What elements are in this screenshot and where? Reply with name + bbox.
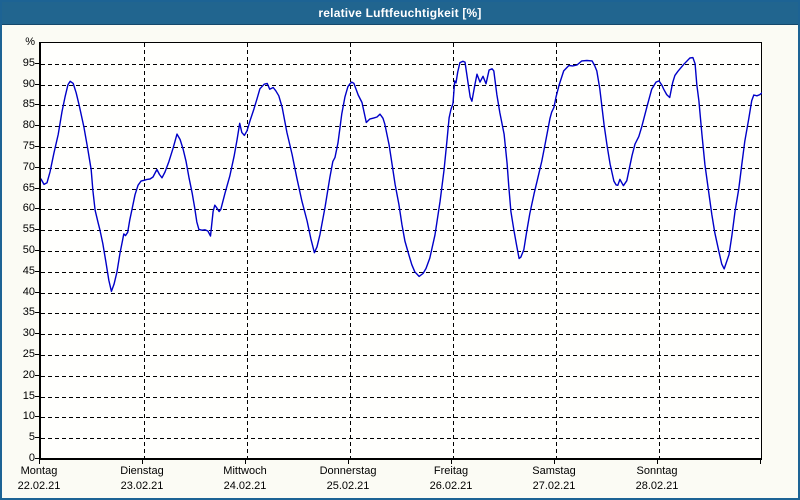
y-tick-label: 70 bbox=[22, 160, 35, 173]
x-day-label: Montag bbox=[20, 465, 58, 477]
y-tick-mark bbox=[35, 104, 39, 105]
y-tick-mark bbox=[35, 312, 39, 313]
y-tick-mark bbox=[35, 146, 39, 147]
y-tick-mark bbox=[35, 416, 39, 417]
y-tick-label: 75 bbox=[22, 140, 35, 152]
plot-area bbox=[39, 42, 762, 460]
x-tick-mark bbox=[39, 459, 40, 464]
y-tick-label: 0 bbox=[28, 452, 35, 464]
y-tick-label: 85 bbox=[22, 98, 35, 111]
y-tick-mark bbox=[35, 271, 39, 272]
y-tick-label: 35 bbox=[22, 306, 35, 319]
x-day-label: Samstag bbox=[532, 465, 576, 477]
y-tick-mark bbox=[35, 333, 39, 334]
y-tick-mark bbox=[35, 84, 39, 85]
x-date-label: 26.02.21 bbox=[429, 480, 473, 492]
y-tick-label: 45 bbox=[22, 264, 35, 277]
y-tick-label: 95 bbox=[22, 56, 35, 69]
x-day-label: Freitag bbox=[433, 465, 469, 477]
x-day-label: Mittwoch bbox=[223, 465, 267, 477]
y-tick-label: 15 bbox=[22, 389, 35, 402]
y-tick-label: 50 bbox=[22, 244, 35, 256]
y-tick-mark bbox=[35, 458, 39, 459]
window-title-bar[interactable]: relative Luftfeuchtigkeit [%] bbox=[2, 2, 798, 25]
y-tick-label: 60 bbox=[22, 202, 35, 215]
x-date-label: 24.02.21 bbox=[223, 480, 267, 492]
x-tick-mark bbox=[657, 459, 658, 464]
humidity-line-chart bbox=[41, 43, 762, 459]
y-tick-mark bbox=[35, 437, 39, 438]
x-day-label: Sonntag bbox=[636, 465, 678, 477]
y-tick-label: 65 bbox=[22, 181, 35, 194]
x-day-label: Dienstag bbox=[120, 465, 164, 477]
y-tick-mark bbox=[35, 208, 39, 209]
x-date-label: 23.02.21 bbox=[120, 480, 164, 492]
x-date-label: 22.02.21 bbox=[17, 480, 61, 492]
y-tick-mark bbox=[35, 167, 39, 168]
x-date-label: 25.02.21 bbox=[326, 480, 370, 492]
x-tick-mark bbox=[554, 459, 555, 464]
y-tick-mark bbox=[35, 375, 39, 376]
x-tick-mark bbox=[348, 459, 349, 464]
x-tick-mark bbox=[451, 459, 452, 464]
x-tick-mark bbox=[142, 459, 143, 464]
y-tick-mark bbox=[35, 354, 39, 355]
x-tick-mark bbox=[245, 459, 246, 464]
y-tick-label: 25 bbox=[22, 348, 35, 360]
y-tick-label: 90 bbox=[22, 77, 35, 90]
x-tick-mark bbox=[760, 459, 761, 464]
y-tick-mark bbox=[35, 250, 39, 251]
y-tick-label: 20 bbox=[22, 368, 35, 381]
x-day-label: Donnerstag bbox=[319, 465, 377, 477]
y-tick-mark bbox=[35, 396, 39, 397]
y-tick-mark bbox=[35, 63, 39, 64]
y-tick-mark bbox=[35, 188, 39, 189]
y-axis-unit-label: % bbox=[25, 36, 35, 48]
y-tick-label: 5 bbox=[28, 431, 35, 444]
window-title: relative Luftfeuchtigkeit [%] bbox=[318, 6, 482, 20]
y-tick-mark bbox=[35, 229, 39, 230]
y-tick-mark bbox=[35, 125, 39, 126]
y-tick-label: 55 bbox=[22, 223, 35, 236]
y-tick-label: 10 bbox=[22, 410, 35, 423]
y-tick-label: 80 bbox=[22, 119, 35, 132]
y-tick-mark bbox=[35, 292, 39, 293]
x-date-label: 27.02.21 bbox=[532, 480, 576, 492]
humidity-series-line bbox=[41, 56, 762, 293]
y-tick-label: 30 bbox=[22, 327, 35, 340]
x-date-label: 28.02.21 bbox=[635, 480, 679, 492]
y-tick-label: 40 bbox=[22, 285, 35, 298]
